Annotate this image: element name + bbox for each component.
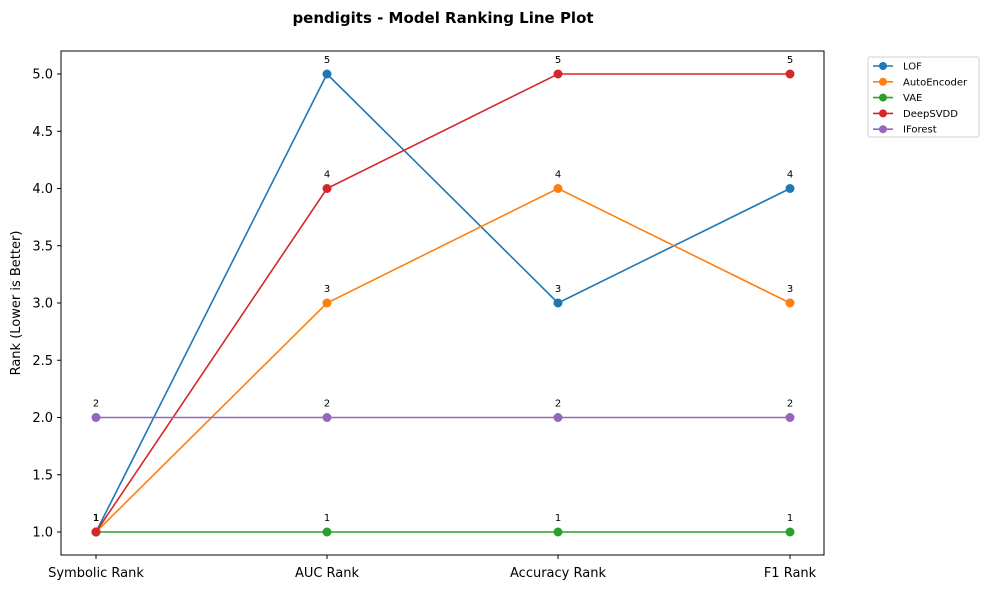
- data-point: [553, 184, 563, 193]
- y-tick-label: 4.0: [32, 182, 53, 197]
- legend-marker: [879, 62, 887, 70]
- data-label: 4: [324, 170, 330, 181]
- legend-box: [867, 56, 980, 138]
- y-tick-label: 1.5: [32, 468, 53, 483]
- data-label: 2: [555, 399, 561, 410]
- data-point: [553, 69, 563, 79]
- data-label: 2: [324, 399, 330, 410]
- data-label: 1: [93, 513, 99, 524]
- legend-marker: [879, 125, 887, 134]
- data-label: 1: [787, 513, 793, 524]
- series-line: [95, 72, 791, 533]
- data-label: 3: [555, 284, 561, 295]
- data-label: 1: [555, 513, 561, 524]
- data-label: 4: [787, 170, 793, 181]
- y-tick-label: 4.5: [32, 125, 53, 140]
- data-point: [553, 298, 563, 308]
- legend-label: AutoEncoder: [903, 77, 968, 88]
- data-label: 5: [324, 55, 330, 66]
- data-label: 2: [93, 399, 99, 410]
- x-tick-label: F1 Rank: [764, 566, 817, 581]
- data-point: [785, 69, 795, 79]
- data-label: 5: [787, 55, 793, 66]
- legend: LOF AutoEncoder VAE DeepSVDD IForest: [867, 56, 980, 138]
- series-line: [95, 73, 790, 533]
- data-label: 5: [555, 55, 561, 66]
- data-label: 1: [93, 513, 99, 524]
- y-axis-ticks: 1.0 1.5 2.0 2.5 3.0 3.5 4.0 4.5 5.0: [32, 68, 61, 541]
- data-point: [91, 413, 101, 422]
- series-group: [91, 69, 795, 537]
- legend-marker: [879, 77, 887, 86]
- data-label: 1: [93, 513, 99, 524]
- data-point: [91, 527, 101, 537]
- legend-label: VAE: [903, 93, 922, 104]
- y-tick-label: 5.0: [32, 68, 53, 83]
- data-point: [322, 527, 332, 537]
- y-tick-label: 3.5: [32, 239, 53, 254]
- data-label: 1: [93, 513, 99, 524]
- data-point: [785, 298, 795, 308]
- legend-label: LOF: [903, 62, 922, 73]
- plot-area-frame: [60, 50, 825, 556]
- x-axis-ticks: Symbolic Rank AUC Rank Accuracy Rank F1 Ran…: [48, 555, 817, 581]
- legend-label: IForest: [903, 125, 937, 136]
- y-tick-label: 2.5: [32, 354, 53, 369]
- data-point: [553, 413, 563, 422]
- data-label: 3: [324, 284, 330, 295]
- data-point: [322, 69, 332, 79]
- data-label: 3: [787, 284, 793, 295]
- x-tick-label: Accuracy Rank: [510, 566, 606, 581]
- data-point: [322, 413, 332, 422]
- x-tick-label: Symbolic Rank: [48, 566, 144, 581]
- y-tick-label: 1.0: [32, 526, 53, 541]
- data-point: [322, 298, 332, 308]
- data-point: [785, 413, 795, 422]
- data-point: [785, 184, 795, 193]
- data-label: 4: [555, 170, 561, 181]
- data-point: [785, 527, 795, 537]
- data-label: 2: [787, 399, 793, 410]
- y-axis-label: Rank (Lower is Better): [9, 231, 24, 376]
- legend-marker: [879, 109, 887, 118]
- data-label: 1: [324, 513, 330, 524]
- y-tick-label: 2.0: [32, 411, 53, 426]
- chart-title: pendigits - Model Ranking Line Plot: [292, 9, 593, 27]
- legend-marker: [879, 93, 887, 102]
- legend-label: DeepSVDD: [903, 109, 958, 120]
- data-point: [322, 184, 332, 193]
- y-tick-label: 3.0: [32, 297, 53, 312]
- x-tick-label: AUC Rank: [295, 566, 360, 581]
- data-point: [553, 527, 563, 537]
